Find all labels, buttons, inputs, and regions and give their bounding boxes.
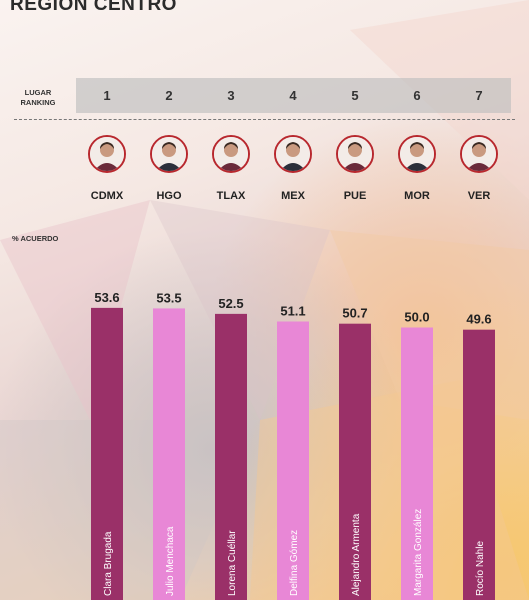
bar-name-label: Alejandro Armenta — [351, 513, 362, 596]
value-label: 50.7 — [342, 306, 367, 321]
page-title: REGIÓN CENTRO — [10, 0, 177, 15]
rank-number: 2 — [165, 88, 173, 103]
percent-agreement-label: % ACUERDO — [12, 234, 59, 243]
rank-number: 1 — [103, 88, 111, 103]
dashed-divider — [14, 119, 515, 120]
person-avatar-icon — [150, 135, 188, 173]
value-label: 52.5 — [218, 296, 243, 311]
state-label: MEX — [281, 190, 305, 202]
person-avatar-icon — [274, 135, 312, 173]
person-avatar-icon — [212, 135, 250, 173]
ranking-label-line2: RANKING — [20, 98, 56, 107]
bar-name-label: Delfina Gómez — [289, 530, 300, 596]
person-avatar-icon — [336, 135, 374, 173]
bar — [277, 321, 309, 600]
value-label: 53.5 — [156, 290, 181, 305]
state-label: TLAX — [216, 190, 246, 202]
value-label: 49.6 — [466, 312, 491, 327]
rank-number: 7 — [475, 88, 483, 103]
ranking-label: LUGAR RANKING — [13, 88, 63, 108]
bar-name-label: Clara Brugada — [103, 531, 114, 596]
bar — [401, 327, 433, 600]
value-label: 50.0 — [404, 310, 429, 325]
bar — [339, 323, 371, 600]
bar — [91, 307, 123, 600]
bar-name-label: Margarita González — [413, 509, 424, 596]
rank-number: 5 — [351, 88, 359, 103]
state-label: PUE — [343, 190, 367, 202]
person-avatar-icon — [88, 135, 126, 173]
rank-number: 6 — [413, 88, 421, 103]
bar — [153, 308, 185, 600]
value-label: 53.6 — [94, 290, 119, 305]
person-avatar-icon — [398, 135, 436, 173]
rank-number: 3 — [227, 88, 235, 103]
bar-name-label: Lorena Cuéllar — [227, 530, 238, 596]
ranking-label-line1: LUGAR — [24, 88, 52, 97]
bar-name-label: Rocío Nahle — [475, 541, 486, 596]
value-label: 51.1 — [280, 304, 305, 319]
person-avatar-icon — [460, 135, 498, 173]
state-label: HGO — [156, 190, 182, 202]
bar-name-label: Julio Menchaca — [165, 526, 176, 596]
state-label: VER — [467, 190, 491, 202]
bar — [463, 329, 495, 600]
ranking-band — [76, 78, 511, 113]
state-label: MOR — [404, 190, 430, 202]
bar — [215, 313, 247, 600]
state-label: CDMX — [90, 190, 124, 202]
rank-number: 4 — [289, 88, 297, 103]
